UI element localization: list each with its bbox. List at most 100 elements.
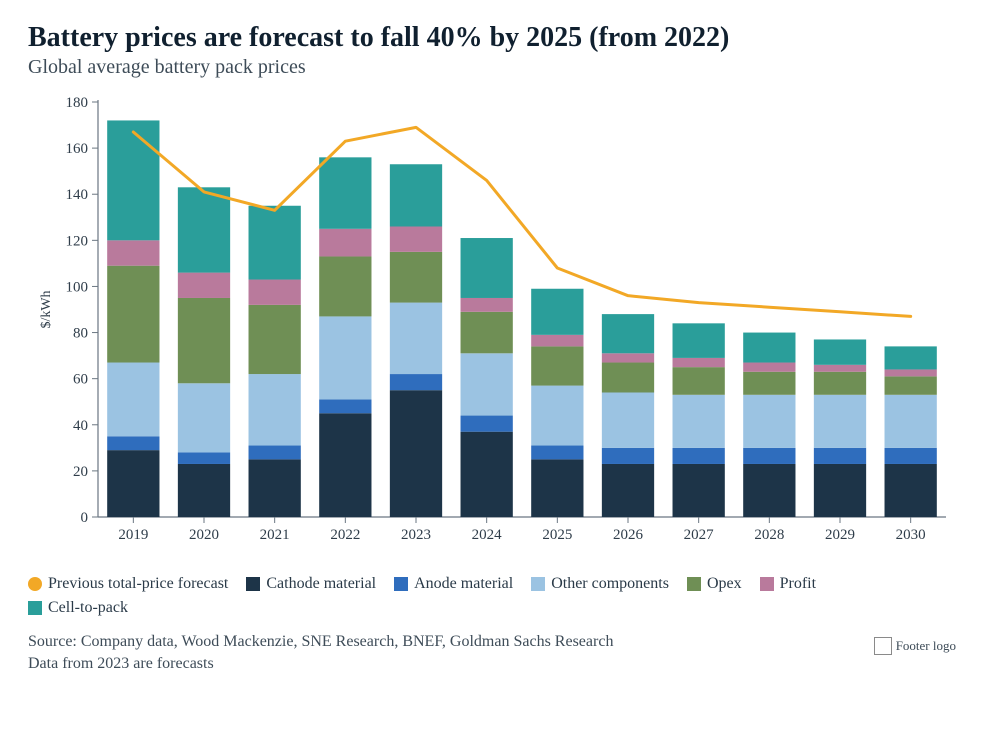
x-tick-label: 2023 — [401, 527, 431, 543]
bar-segment-cathode — [249, 459, 301, 517]
bar-segment-other — [814, 395, 866, 448]
bar-segment-opex — [107, 266, 159, 363]
chart-title: Battery prices are forecast to fall 40% … — [28, 22, 956, 54]
bar-segment-anode — [178, 452, 230, 464]
legend-label: Cell-to-pack — [48, 599, 128, 617]
bar-segment-profit — [249, 280, 301, 305]
bar-segment-opex — [743, 372, 795, 395]
bar-segment-profit — [814, 365, 866, 372]
legend-swatch-anode — [394, 577, 408, 591]
legend-label: Profit — [780, 575, 816, 593]
bar-segment-cathode — [743, 464, 795, 517]
bar-segment-other — [107, 363, 159, 437]
legend-swatch-cell_to_pack — [28, 601, 42, 615]
bar-segment-profit — [743, 363, 795, 372]
bar-segment-cell_to_pack — [531, 289, 583, 335]
bar-segment-anode — [602, 448, 654, 464]
bar-segment-cell_to_pack — [673, 323, 725, 358]
legend-swatch-other — [531, 577, 545, 591]
bar-segment-opex — [814, 372, 866, 395]
bar-segment-cathode — [107, 450, 159, 517]
legend-swatch-profit — [760, 577, 774, 591]
source-line-1: Source: Company data, Wood Mackenzie, SN… — [28, 631, 613, 653]
bar-segment-cell_to_pack — [249, 206, 301, 280]
bar-segment-opex — [673, 367, 725, 395]
x-tick-label: 2030 — [896, 527, 926, 543]
y-tick-label: 20 — [73, 464, 88, 480]
broken-image-icon — [874, 637, 892, 655]
bar-segment-cathode — [673, 464, 725, 517]
x-tick-label: 2024 — [472, 527, 503, 543]
x-tick-label: 2020 — [189, 527, 219, 543]
bar-segment-other — [249, 374, 301, 445]
bar-segment-other — [319, 316, 371, 399]
bar-segment-other — [885, 395, 937, 448]
x-tick-label: 2019 — [118, 527, 148, 543]
y-tick-label: 120 — [66, 233, 89, 249]
chart-svg: 020406080100120140160180$/kWh20192020202… — [28, 87, 956, 567]
y-tick-label: 160 — [66, 141, 89, 157]
x-tick-label: 2025 — [542, 527, 572, 543]
bar-segment-cathode — [814, 464, 866, 517]
x-tick-label: 2026 — [613, 527, 644, 543]
bar-segment-other — [178, 383, 230, 452]
bar-segment-cell_to_pack — [602, 314, 654, 353]
legend-item-cell_to_pack: Cell-to-pack — [28, 599, 128, 617]
legend-label: Other components — [551, 575, 669, 593]
bar-segment-profit — [531, 335, 583, 347]
bar-segment-other — [743, 395, 795, 448]
legend-label: Opex — [707, 575, 742, 593]
bar-segment-cathode — [531, 459, 583, 517]
legend-item-opex: Opex — [687, 575, 742, 593]
y-tick-label: 60 — [73, 372, 88, 388]
footer-logo: Footer logo — [874, 631, 956, 655]
legend-item-cathode: Cathode material — [246, 575, 376, 593]
x-tick-label: 2027 — [684, 527, 715, 543]
legend-item-anode: Anode material — [394, 575, 513, 593]
bar-segment-cell_to_pack — [461, 238, 513, 298]
x-tick-label: 2022 — [330, 527, 360, 543]
chart-subtitle: Global average battery pack prices — [28, 56, 956, 79]
bar-segment-opex — [178, 298, 230, 383]
bar-segment-cathode — [602, 464, 654, 517]
y-tick-label: 180 — [66, 95, 89, 111]
bar-segment-other — [531, 386, 583, 446]
bar-segment-opex — [885, 376, 937, 394]
y-axis-label: $/kWh — [39, 290, 54, 328]
bar-segment-profit — [461, 298, 513, 312]
bar-segment-profit — [319, 229, 371, 257]
legend-item-profit: Profit — [760, 575, 816, 593]
bar-segment-opex — [319, 256, 371, 316]
bar-segment-opex — [461, 312, 513, 354]
bar-segment-cathode — [319, 413, 371, 517]
legend-item-forecast_line: Previous total-price forecast — [28, 575, 228, 593]
legend-swatch-opex — [687, 577, 701, 591]
legend-swatch-forecast_line — [28, 577, 42, 591]
x-tick-label: 2028 — [754, 527, 784, 543]
legend-swatch-cathode — [246, 577, 260, 591]
bar-segment-profit — [885, 369, 937, 376]
bar-segment-opex — [390, 252, 442, 303]
source-line-2: Data from 2023 are forecasts — [28, 653, 613, 675]
chart-area: 020406080100120140160180$/kWh20192020202… — [28, 87, 956, 567]
legend-item-other: Other components — [531, 575, 669, 593]
bar-segment-cell_to_pack — [743, 333, 795, 363]
bar-segment-anode — [673, 448, 725, 464]
bar-segment-cell_to_pack — [107, 120, 159, 240]
bar-segment-profit — [602, 353, 654, 362]
footer-logo-alt: Footer logo — [896, 638, 956, 654]
y-tick-label: 80 — [73, 326, 88, 342]
y-tick-label: 40 — [73, 418, 88, 434]
bar-segment-cell_to_pack — [814, 339, 866, 364]
bar-segment-profit — [107, 240, 159, 265]
legend-label: Previous total-price forecast — [48, 575, 228, 593]
bar-segment-cell_to_pack — [178, 187, 230, 272]
bar-segment-other — [602, 393, 654, 448]
bar-segment-anode — [249, 446, 301, 460]
x-tick-label: 2029 — [825, 527, 855, 543]
bar-segment-cathode — [461, 432, 513, 517]
bar-segment-cell_to_pack — [319, 157, 371, 228]
legend-label: Cathode material — [266, 575, 376, 593]
bar-segment-other — [673, 395, 725, 448]
x-tick-label: 2021 — [260, 527, 290, 543]
